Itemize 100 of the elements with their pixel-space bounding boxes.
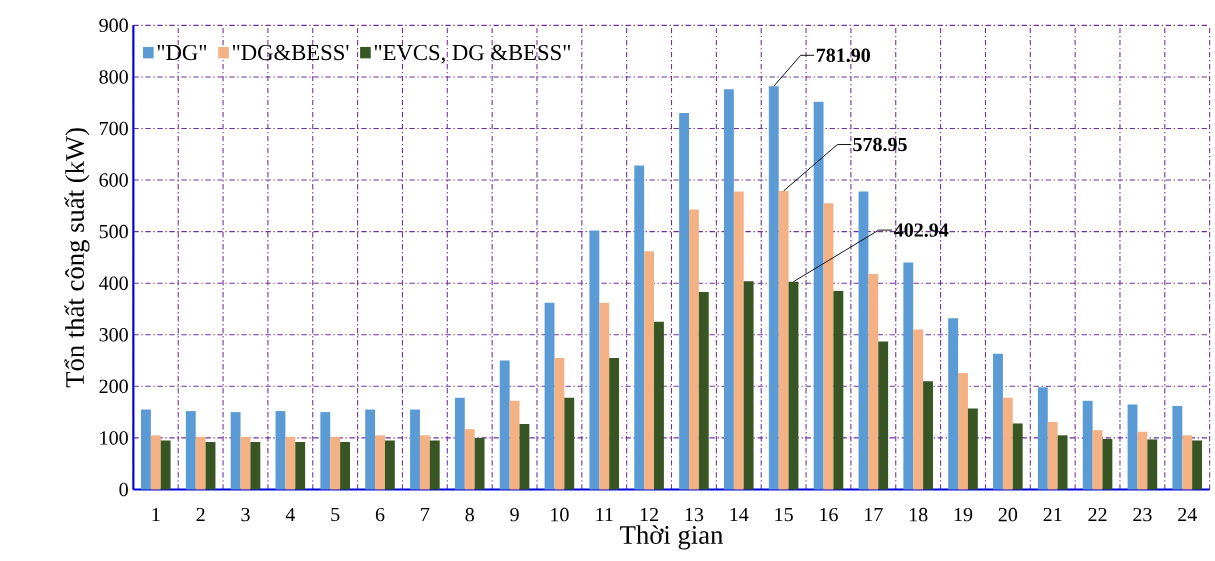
x-tick-label: 11 bbox=[596, 507, 613, 521]
bar bbox=[195, 436, 206, 490]
bar bbox=[967, 408, 978, 490]
x-tick-label: 24 bbox=[1178, 507, 1197, 521]
bar bbox=[733, 191, 744, 490]
x-tick-label: 13 bbox=[685, 507, 704, 522]
bar bbox=[654, 321, 664, 490]
legend-label: "EVCS, DG &BESS" bbox=[374, 44, 571, 64]
bar bbox=[868, 273, 879, 490]
bar bbox=[340, 441, 350, 490]
bar bbox=[903, 262, 914, 490]
bar bbox=[958, 372, 968, 490]
bar bbox=[923, 380, 933, 490]
x-tick-label: 3 bbox=[241, 507, 250, 522]
bar bbox=[948, 318, 959, 490]
x-tick-label: 16 bbox=[820, 507, 838, 522]
x-tick-label: 10 bbox=[551, 507, 569, 522]
bar bbox=[150, 435, 161, 490]
bar bbox=[375, 435, 385, 490]
bar bbox=[723, 89, 734, 490]
legend-label: "DG&BESS' bbox=[232, 44, 349, 60]
y-tick-label: 300 bbox=[99, 327, 128, 342]
bar bbox=[1057, 435, 1068, 490]
data-label: 402.94 bbox=[894, 223, 949, 237]
bar bbox=[474, 437, 485, 490]
x-tick-label: 1 bbox=[152, 507, 160, 521]
bar bbox=[858, 191, 869, 490]
y-tick-label: 700 bbox=[99, 121, 128, 135]
bar bbox=[833, 290, 844, 490]
y-tick-label: 900 bbox=[99, 18, 128, 32]
x-tick-label: 12 bbox=[640, 507, 658, 521]
bar bbox=[634, 165, 645, 490]
bar bbox=[813, 101, 824, 490]
bar bbox=[285, 436, 296, 490]
bar bbox=[1102, 438, 1113, 490]
bar bbox=[509, 400, 520, 490]
bar bbox=[1037, 387, 1048, 490]
bar bbox=[1172, 405, 1183, 490]
y-tick-label: 200 bbox=[99, 379, 128, 393]
x-tick-label: 22 bbox=[1088, 507, 1107, 521]
bar bbox=[454, 397, 465, 490]
bar bbox=[1082, 400, 1093, 490]
x-tick-label: 19 bbox=[954, 507, 973, 522]
bar bbox=[609, 357, 620, 490]
x-tick-label: 14 bbox=[730, 507, 749, 521]
bar bbox=[743, 280, 754, 490]
y-tick-label: 400 bbox=[99, 276, 128, 290]
x-tick-label: 4 bbox=[285, 507, 296, 521]
bar bbox=[778, 190, 789, 490]
bar bbox=[1182, 435, 1193, 490]
bar bbox=[519, 423, 530, 490]
bar bbox=[1192, 440, 1203, 490]
bar bbox=[205, 441, 216, 490]
y-tick-label: 100 bbox=[100, 430, 128, 445]
y-tick-label: 500 bbox=[99, 224, 128, 239]
x-tick-label: 9 bbox=[510, 507, 519, 522]
x-tick-label: 23 bbox=[1133, 507, 1152, 522]
bar bbox=[410, 409, 420, 490]
bar bbox=[160, 440, 171, 490]
bar bbox=[913, 329, 924, 490]
x-tick-label: 2 bbox=[196, 507, 205, 521]
x-tick-label: 20 bbox=[998, 507, 1018, 522]
bar bbox=[365, 409, 376, 490]
bar bbox=[230, 411, 241, 490]
bar bbox=[878, 341, 889, 490]
x-tick-label: 6 bbox=[375, 507, 385, 522]
bar bbox=[689, 209, 699, 490]
bar bbox=[564, 397, 575, 490]
bar bbox=[384, 440, 395, 490]
y-tick-label: 0 bbox=[119, 482, 128, 496]
bar bbox=[599, 302, 610, 490]
bar bbox=[1047, 421, 1058, 490]
bar bbox=[644, 250, 655, 490]
x-tick-label: 7 bbox=[421, 507, 430, 521]
bar bbox=[698, 291, 709, 490]
x-tick-label: 17 bbox=[865, 507, 883, 521]
bar bbox=[1147, 439, 1158, 490]
bar bbox=[1092, 429, 1103, 490]
bar bbox=[788, 281, 799, 490]
y-axis-title: Tổn thất công suất (kW) bbox=[64, 127, 90, 388]
x-tick-label: 5 bbox=[331, 507, 340, 521]
bar bbox=[554, 357, 565, 490]
bar bbox=[240, 436, 251, 490]
bar bbox=[544, 302, 555, 490]
bar bbox=[295, 441, 306, 490]
x-tick-label: 21 bbox=[1043, 507, 1062, 521]
bar bbox=[429, 440, 440, 490]
data-label: 781.90 bbox=[816, 48, 870, 62]
bar bbox=[1127, 404, 1138, 490]
bar bbox=[1137, 431, 1148, 490]
y-tick-label: 600 bbox=[99, 173, 128, 187]
x-axis-title: Thời gian bbox=[620, 524, 723, 550]
bar bbox=[1002, 397, 1013, 490]
bar bbox=[141, 409, 151, 490]
bar bbox=[679, 112, 690, 490]
data-label: 578.95 bbox=[853, 137, 907, 152]
x-tick-label: 15 bbox=[775, 507, 793, 522]
y-tick-label: 800 bbox=[99, 69, 128, 84]
x-tick-label: 8 bbox=[465, 507, 474, 522]
legend-label: "DG" bbox=[157, 44, 207, 60]
